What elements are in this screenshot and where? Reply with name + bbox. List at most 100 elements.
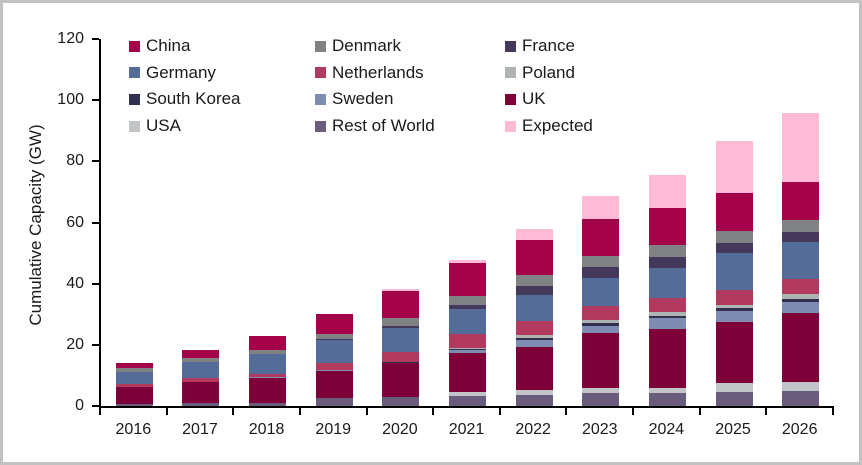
bar-segment-rest-of-world-2020 bbox=[382, 397, 420, 406]
bar-segment-denmark-2025 bbox=[715, 230, 753, 243]
bar-segment-germany-2025 bbox=[715, 253, 753, 291]
bar-segment-expected-2025 bbox=[715, 141, 753, 193]
legend-label-uk: UK bbox=[522, 89, 546, 109]
bar-segment-china-2019 bbox=[315, 313, 353, 334]
bar-segment-china-2020 bbox=[382, 291, 420, 318]
y-tick-mark bbox=[92, 343, 99, 346]
bar-segment-france-2019 bbox=[315, 339, 353, 341]
bar-segment-rest-of-world-2016 bbox=[115, 403, 153, 406]
bar-segment-china-2023 bbox=[582, 219, 620, 256]
bar-segment-netherlands-2023 bbox=[582, 305, 620, 320]
y-tick-mark bbox=[92, 282, 99, 285]
chart-legend: China Denmark France Germany Netherlands Pola… bbox=[129, 33, 715, 139]
bar-segment-france-2022 bbox=[515, 285, 553, 295]
legend-item-china: China bbox=[129, 33, 315, 60]
bar-segment-usa-2022 bbox=[515, 390, 553, 395]
bar-segment-expected-2021 bbox=[449, 259, 486, 264]
bar-segment-rest-of-world-2019 bbox=[315, 398, 353, 406]
bar-segment-usa-2021 bbox=[449, 392, 486, 396]
bar-segment-poland-2026 bbox=[782, 294, 820, 299]
bar-segment-germany-2026 bbox=[782, 242, 820, 280]
bar-segment-uk-2020 bbox=[382, 363, 420, 398]
legend-swatch-usa bbox=[129, 120, 140, 132]
bar-segment-uk-2021 bbox=[449, 352, 486, 393]
bar-segment-denmark-2018 bbox=[249, 350, 287, 354]
bar-segment-germany-2016 bbox=[115, 371, 153, 385]
bar-segment-china-2017 bbox=[182, 350, 220, 358]
bar-segment-uk-2024 bbox=[648, 328, 686, 389]
bar-2026 bbox=[782, 112, 820, 406]
bar-segment-sweden-2019 bbox=[315, 370, 353, 371]
legend-item-denmark: Denmark bbox=[315, 33, 505, 60]
bar-segment-germany-2020 bbox=[382, 327, 420, 352]
bar-segment-denmark-2023 bbox=[582, 255, 620, 268]
bar-segment-sweden-2020 bbox=[382, 362, 420, 364]
bar-segment-denmark-2026 bbox=[782, 219, 820, 232]
x-tick-label-2020: 2020 bbox=[382, 421, 418, 438]
bar-segment-denmark-2020 bbox=[382, 317, 420, 326]
x-tick-mark bbox=[632, 408, 635, 415]
x-tick-label-2017: 2017 bbox=[182, 421, 218, 438]
x-tick-mark bbox=[232, 408, 235, 415]
bar-segment-france-2024 bbox=[648, 257, 686, 268]
bar-segment-rest-of-world-2023 bbox=[582, 393, 620, 406]
x-tick-mark bbox=[565, 408, 568, 415]
x-tick-label-2022: 2022 bbox=[515, 421, 551, 438]
bar-segment-china-2022 bbox=[515, 239, 553, 275]
bar-segment-france-2026 bbox=[782, 231, 820, 243]
bar-segment-uk-2022 bbox=[515, 347, 553, 391]
bar-segment-germany-2024 bbox=[648, 267, 686, 298]
x-tick-mark bbox=[432, 408, 435, 415]
legend-swatch-sweden bbox=[315, 93, 326, 105]
bar-segment-south-korea-2021 bbox=[449, 348, 486, 350]
x-tick-label-2023: 2023 bbox=[581, 421, 618, 438]
bar-segment-rest-of-world-2026 bbox=[782, 391, 820, 406]
bar-segment-china-2018 bbox=[249, 335, 287, 351]
x-tick-mark bbox=[765, 408, 768, 415]
x-tick-label-2024: 2024 bbox=[648, 421, 685, 438]
y-tick-label-100: 100 bbox=[57, 91, 84, 109]
bar-segment-uk-2019 bbox=[315, 370, 353, 399]
bar-segment-sweden-2016 bbox=[115, 386, 153, 388]
bar-segment-germany-2019 bbox=[315, 340, 353, 363]
bar-segment-rest-of-world-2024 bbox=[648, 392, 686, 406]
y-tick-mark bbox=[92, 405, 99, 407]
bar-2021 bbox=[449, 259, 486, 406]
bar-2024 bbox=[648, 174, 686, 406]
x-tick-label-2019: 2019 bbox=[315, 421, 352, 438]
bar-segment-rest-of-world-2021 bbox=[449, 395, 486, 406]
legend-label-south-korea: South Korea bbox=[146, 89, 241, 109]
y-tick-label-40: 40 bbox=[66, 274, 84, 292]
bar-segment-expected-2023 bbox=[582, 195, 620, 220]
bar-segment-netherlands-2017 bbox=[182, 378, 220, 382]
y-tick-label-80: 80 bbox=[66, 152, 84, 170]
bar-2019 bbox=[315, 313, 353, 406]
x-tick-label-2021: 2021 bbox=[448, 421, 485, 438]
bar-segment-uk-2018 bbox=[249, 377, 287, 403]
y-tick-label-120: 120 bbox=[57, 30, 84, 47]
bar-segment-south-korea-2025 bbox=[715, 308, 753, 312]
bar-segment-germany-2022 bbox=[515, 294, 553, 321]
bar-segment-netherlands-2019 bbox=[315, 362, 353, 370]
legend-swatch-uk bbox=[505, 93, 516, 105]
legend-item-netherlands: Netherlands bbox=[315, 60, 505, 87]
bar-segment-netherlands-2024 bbox=[648, 297, 686, 313]
bar-segment-poland-2021 bbox=[449, 348, 486, 349]
bar-segment-netherlands-2018 bbox=[249, 373, 287, 377]
bar-segment-expected-2024 bbox=[648, 174, 686, 208]
bar-segment-uk-2023 bbox=[582, 333, 620, 389]
bar-segment-south-korea-2024 bbox=[648, 315, 686, 319]
x-tick-mark bbox=[298, 408, 301, 415]
x-tick-mark bbox=[99, 408, 101, 415]
x-tick-mark bbox=[165, 408, 168, 415]
bar-segment-sweden-2024 bbox=[648, 318, 686, 329]
bar-segment-china-2024 bbox=[648, 207, 686, 246]
bar-segment-poland-2022 bbox=[515, 335, 553, 339]
bar-segment-netherlands-2026 bbox=[782, 279, 820, 295]
legend-label-germany: Germany bbox=[146, 62, 216, 82]
bar-segment-expected-2026 bbox=[782, 112, 820, 182]
bar-segment-denmark-2022 bbox=[515, 274, 553, 286]
bar-segment-sweden-2017 bbox=[182, 381, 220, 383]
bar-segment-china-2021 bbox=[449, 263, 486, 296]
bar-segment-usa-2026 bbox=[782, 382, 820, 392]
